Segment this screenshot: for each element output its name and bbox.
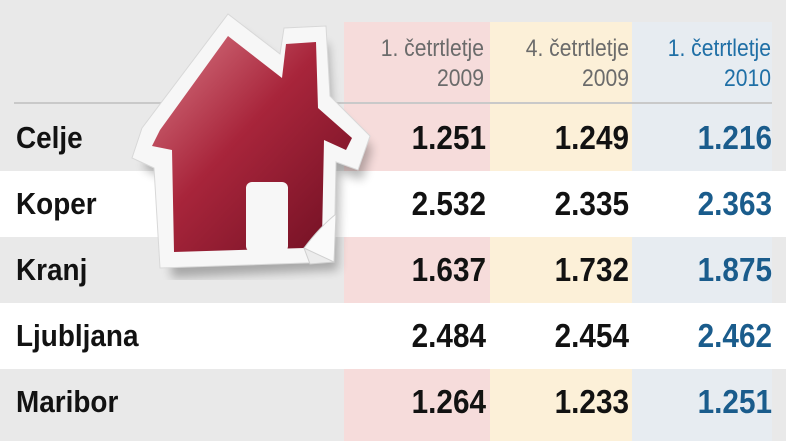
- city-name: Ljubljana: [16, 318, 139, 353]
- value-q1-2009: 1.251: [411, 119, 486, 156]
- row-band-ljubljana: [0, 303, 786, 369]
- value-q4-2009: 2.454: [554, 317, 629, 354]
- city-name: Koper: [16, 186, 97, 221]
- value-q1-2009: 1.264: [411, 383, 486, 420]
- value-q4-2009: 2.335: [554, 185, 629, 222]
- value-q1-2009: 2.532: [411, 185, 486, 222]
- value-q1-2010: 1.251: [697, 383, 772, 420]
- value-q4-2009: 1.249: [554, 119, 629, 156]
- value-q1-2010: 2.462: [697, 317, 772, 354]
- city-name: Kranj: [16, 252, 88, 287]
- header-divider: [14, 102, 772, 104]
- column-header-q1-2010: 1. četrtletje 2010: [667, 35, 771, 92]
- row-band-koper: [0, 171, 786, 237]
- value-q4-2009: 1.732: [554, 251, 629, 288]
- column-header-q1-2009: 1. četrtletje 2009: [380, 35, 484, 92]
- house-icon: [131, 13, 372, 278]
- value-q1-2010: 2.363: [697, 185, 772, 222]
- city-name: Maribor: [16, 384, 119, 419]
- value-q1-2010: 1.216: [697, 119, 772, 156]
- value-q1-2010: 1.875: [697, 251, 772, 288]
- value-q1-2009: 2.484: [411, 317, 486, 354]
- city-name: Celje: [16, 120, 83, 155]
- column-header-q4-2009: 4. četrtletje 2009: [525, 35, 629, 92]
- value-q1-2009: 1.637: [411, 251, 486, 288]
- value-q4-2009: 1.233: [554, 383, 629, 420]
